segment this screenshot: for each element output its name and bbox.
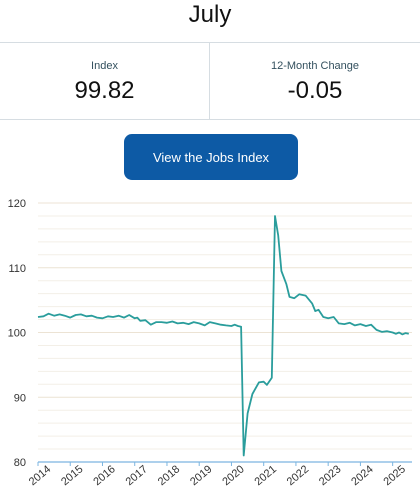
view-jobs-index-button[interactable]: View the Jobs Index	[124, 134, 298, 180]
index-label: Index	[91, 60, 118, 72]
y-tick-label: 100	[8, 328, 26, 340]
index-stat: Index 99.82	[0, 43, 210, 119]
x-tick-label: 2015	[59, 463, 85, 488]
series-line	[37, 215, 409, 457]
x-tick-label: 2022	[285, 463, 311, 488]
x-tick-label: 2023	[317, 463, 343, 488]
x-tick-label: 2016	[91, 463, 117, 488]
y-tick-label: 120	[8, 198, 26, 210]
stats-panel: Index 99.82 12-Month Change -0.05	[0, 42, 420, 120]
x-tick-label: 2019	[188, 463, 214, 488]
y-tick-label: 80	[14, 457, 26, 469]
index-value: 99.82	[74, 77, 135, 104]
x-tick-label: 2014	[27, 463, 53, 488]
x-tick-label: 2020	[220, 463, 246, 488]
x-tick-label: 2018	[156, 463, 182, 488]
month-title: July	[188, 1, 232, 28]
x-tick-label: 2024	[349, 463, 375, 488]
x-tick-label: 2025	[381, 463, 407, 488]
y-tick-label: 90	[14, 392, 26, 404]
change-label: 12-Month Change	[270, 60, 360, 72]
y-tick-label: 110	[8, 263, 26, 275]
x-tick-label: 2017	[124, 463, 150, 488]
x-tick-label: 2021	[253, 463, 279, 488]
change-stat: 12-Month Change -0.05	[210, 43, 420, 119]
change-value: -0.05	[287, 77, 343, 104]
